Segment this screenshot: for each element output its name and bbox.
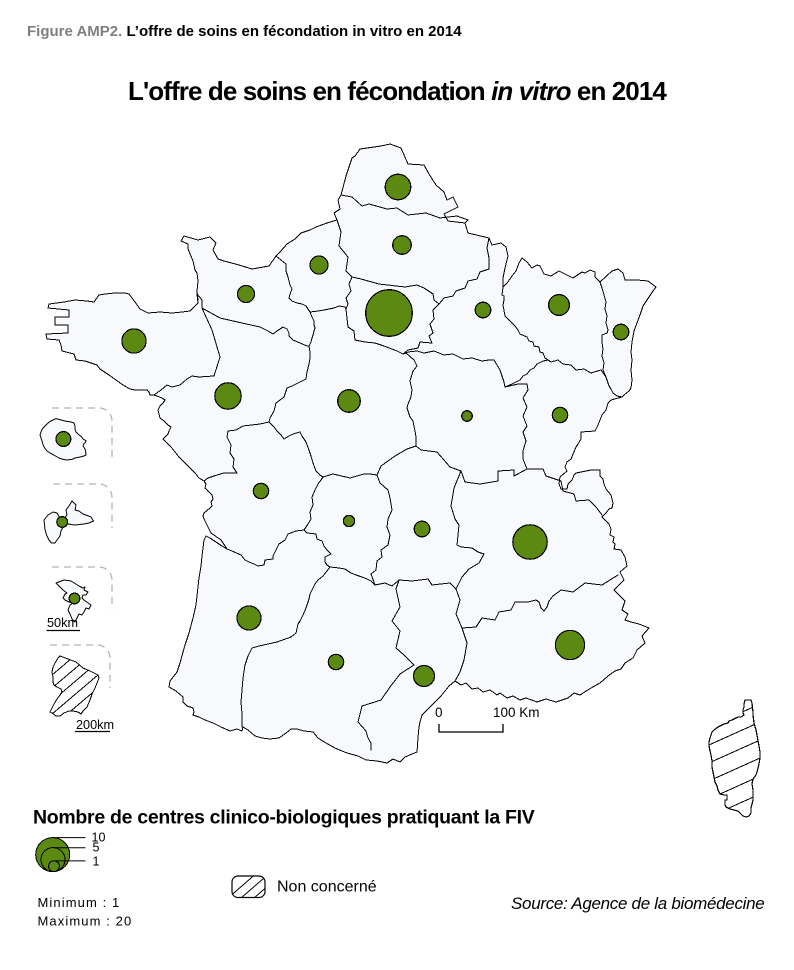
svg-text:Figure AMP2. L’offre de soins: Figure AMP2. L’offre de soins en féconda…	[27, 23, 462, 40]
svg-text:0: 0	[435, 705, 443, 720]
svg-text:Minimum : 1: Minimum : 1	[38, 895, 121, 910]
svg-text:Nombre de centres clinico-biol: Nombre de centres clinico-biologiques pr…	[33, 807, 535, 829]
svg-text:200km: 200km	[76, 718, 114, 732]
svg-text:100 Km: 100 Km	[493, 705, 540, 720]
svg-text:Source: Agence de la biomédeci: Source: Agence de la biomédecine	[511, 894, 764, 913]
svg-text:L'offre de soins en fécondatio: L'offre de soins en fécondation in vitro…	[128, 76, 667, 106]
svg-text:50km: 50km	[47, 616, 78, 630]
svg-text:5: 5	[93, 841, 100, 855]
svg-text:Maximum : 20: Maximum : 20	[38, 914, 133, 929]
svg-text:Non concerné: Non concerné	[277, 879, 377, 896]
svg-text:10: 10	[92, 831, 106, 845]
svg-text:1: 1	[93, 855, 100, 869]
